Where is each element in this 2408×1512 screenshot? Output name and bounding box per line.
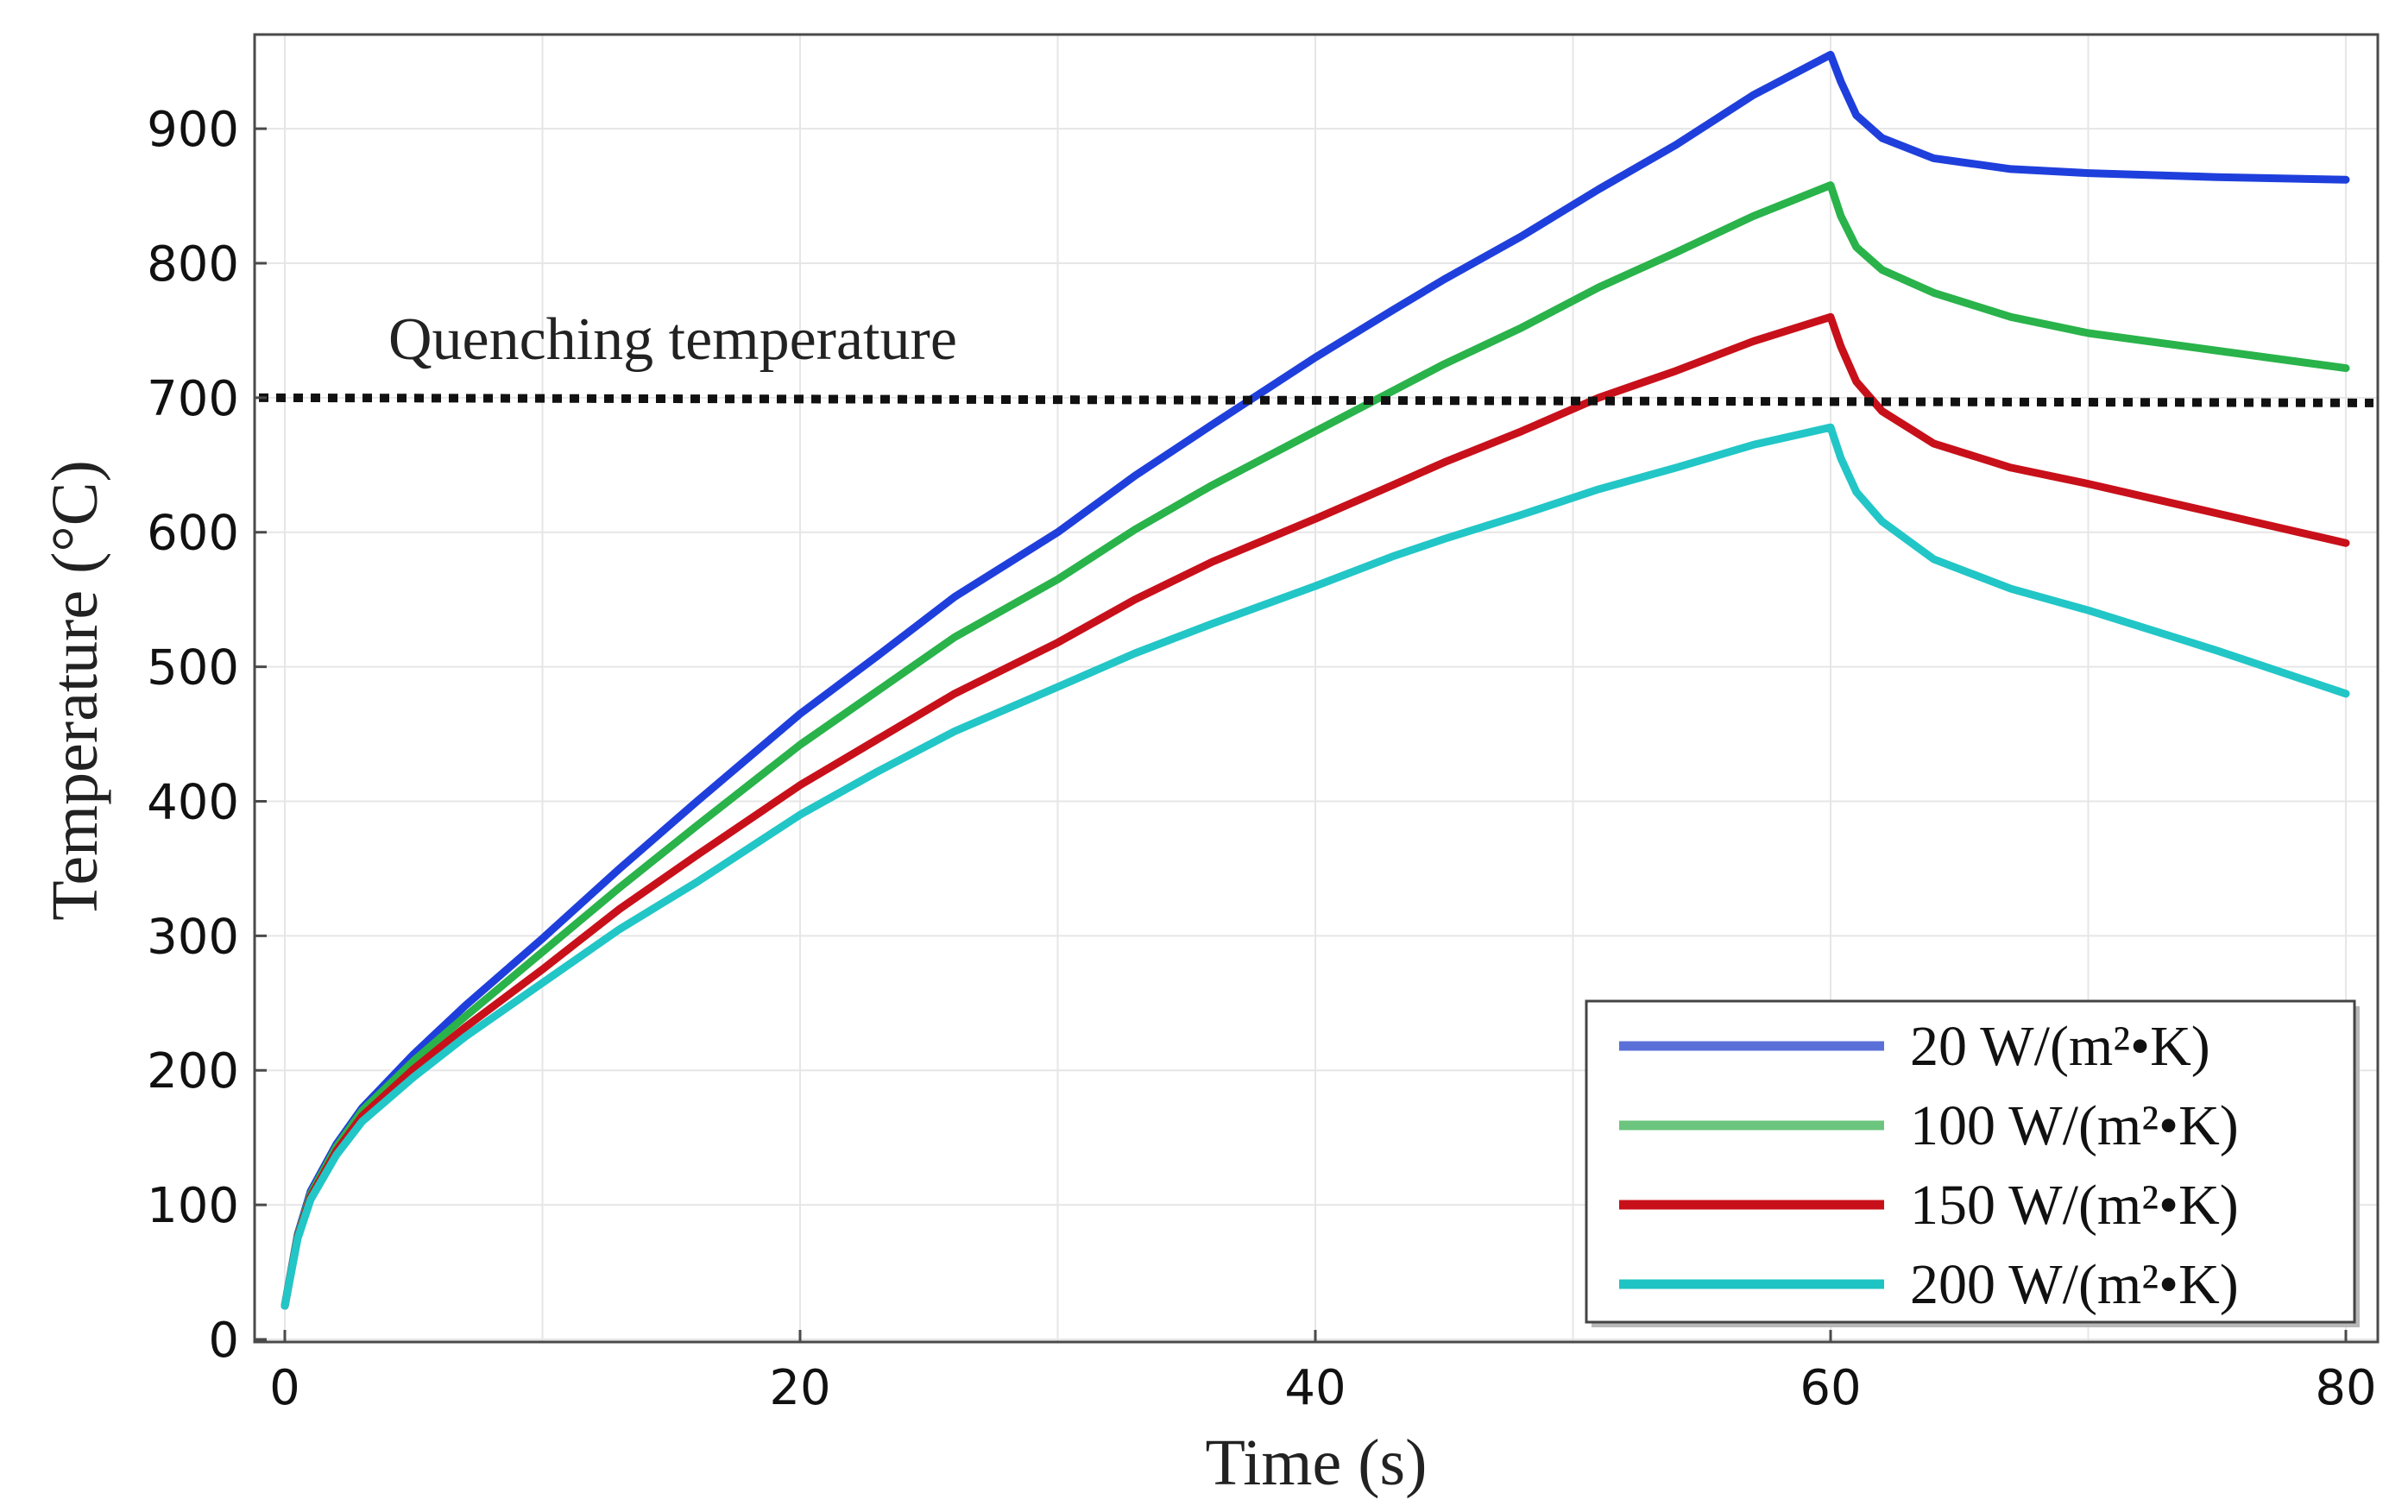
legend-label-2: 150 W/(m²•K) xyxy=(1910,1174,2239,1237)
x-axis-label: Time (s) xyxy=(1206,1427,1428,1499)
x-tick-label-4: 80 xyxy=(2315,1360,2376,1416)
y-tick-label-1: 100 xyxy=(147,1178,239,1234)
quenching-temperature-label: Quenching temperature xyxy=(388,306,957,373)
legend-label-3: 200 W/(m²•K) xyxy=(1910,1253,2239,1316)
x-ticks: 0 20 40 60 80 xyxy=(269,1330,2377,1416)
legend-box xyxy=(1585,999,2356,1324)
y-axis-label: Temperature (°C) xyxy=(39,460,111,921)
series-line-3 xyxy=(281,423,2350,1310)
y-tick-label-7: 700 xyxy=(147,371,239,427)
legend-label-1: 100 W/(m²•K) xyxy=(1910,1094,2239,1157)
y-ticks: 0 100 200 300 400 500 600 700 800 900 xyxy=(147,102,267,1369)
quenching-temperature-line xyxy=(258,393,2374,407)
x-tick-label-0: 0 xyxy=(269,1360,300,1416)
series-line-1 xyxy=(281,181,2350,1310)
y-tick-label-5: 500 xyxy=(147,640,239,696)
x-tick-label-2: 40 xyxy=(1284,1360,1346,1416)
series-line-2 xyxy=(281,312,2350,1310)
legend-label-0: 20 W/(m²•K) xyxy=(1910,1015,2210,1078)
legend: 20 W/(m²•K) 100 W/(m²•K) 150 W/(m²•K) 200 W… xyxy=(1585,999,2360,1327)
y-tick-label-0: 0 xyxy=(208,1313,239,1369)
x-tick-label-1: 20 xyxy=(769,1360,830,1416)
y-tick-label-4: 400 xyxy=(147,774,239,830)
x-tick-label-3: 60 xyxy=(1800,1360,1861,1416)
y-tick-label-6: 600 xyxy=(147,506,239,562)
y-tick-label-3: 300 xyxy=(147,909,239,965)
y-tick-label-9: 900 xyxy=(147,102,239,158)
series-layer xyxy=(281,50,2350,1310)
y-tick-label-2: 200 xyxy=(147,1043,239,1099)
series-line-0 xyxy=(281,50,2350,1310)
y-tick-label-8: 800 xyxy=(147,236,239,293)
